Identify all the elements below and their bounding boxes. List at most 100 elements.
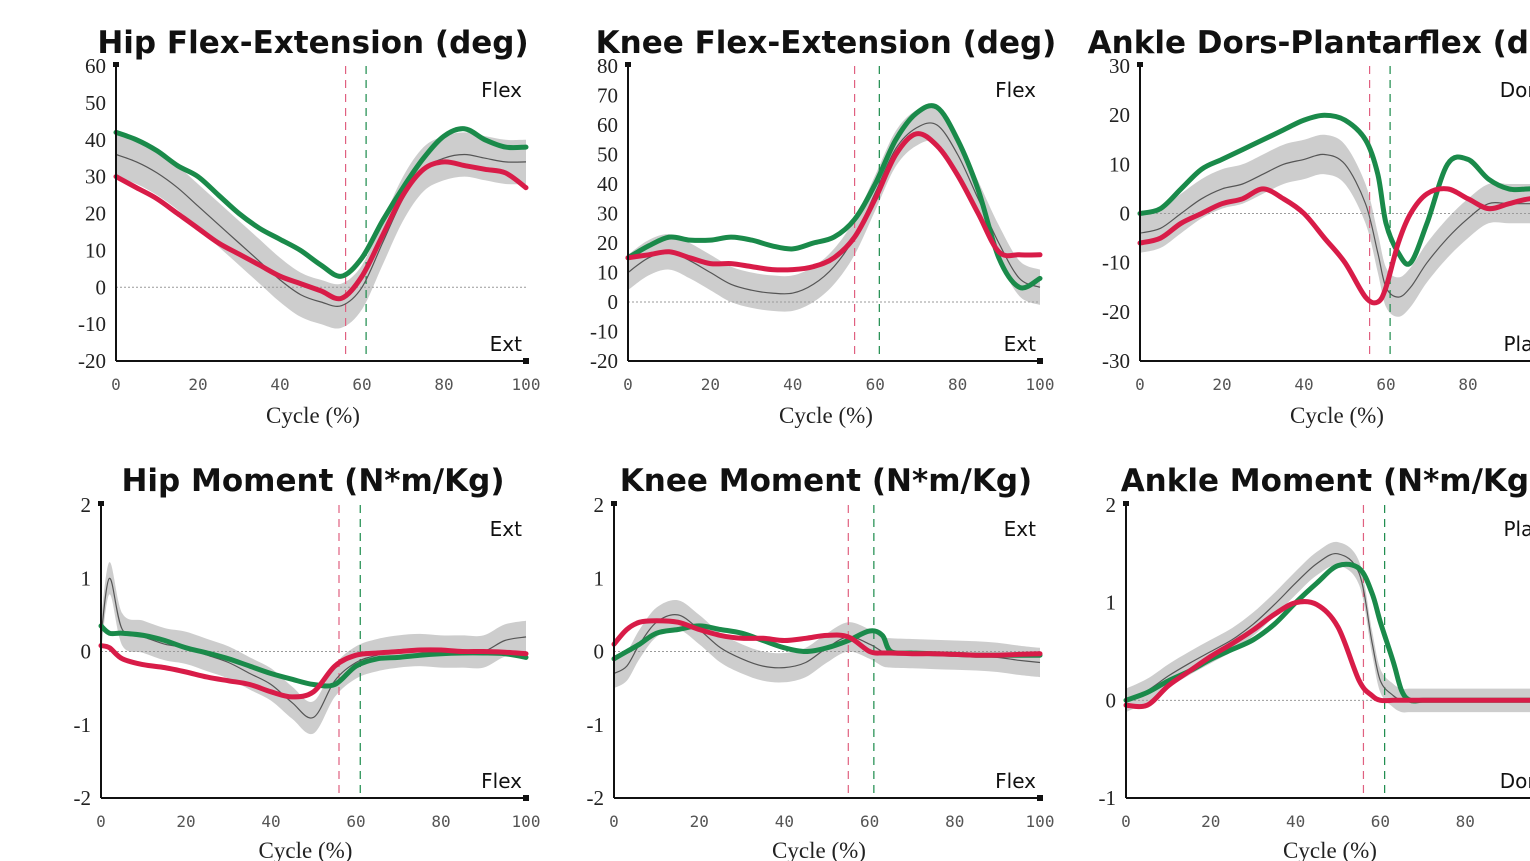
y-tick-label: 10 bbox=[597, 261, 618, 285]
y-axis-cap bbox=[1123, 501, 1129, 506]
y-tick-label: 50 bbox=[85, 91, 106, 115]
x-tick-label: 20 bbox=[1212, 375, 1231, 394]
y-axis-cap bbox=[611, 501, 617, 506]
x-tick-label: 60 bbox=[860, 812, 879, 831]
y-tick-label: -30 bbox=[1102, 349, 1130, 373]
corner-label-top: Ext bbox=[490, 517, 522, 541]
y-tick-label: 0 bbox=[594, 640, 605, 664]
corner-label-bottom: Flex bbox=[481, 769, 522, 793]
normative-mean-line bbox=[1139, 153, 1530, 298]
x-tick-label: 100 bbox=[512, 375, 541, 394]
y-axis-cap bbox=[113, 62, 119, 67]
y-tick-label: 60 bbox=[85, 54, 106, 78]
y-tick-label: 20 bbox=[1109, 103, 1130, 127]
x-tick-label: 20 bbox=[188, 375, 207, 394]
x-tick-label: 0 bbox=[609, 812, 619, 831]
y-axis-cap bbox=[625, 62, 631, 67]
x-axis-cap bbox=[1037, 358, 1043, 364]
x-tick-label: 40 bbox=[1286, 812, 1305, 831]
x-tick-label: 20 bbox=[701, 375, 720, 394]
x-tick-label: 60 bbox=[866, 375, 885, 394]
y-tick-label: 30 bbox=[1109, 54, 1130, 78]
normative-band bbox=[628, 105, 1040, 312]
y-tick-label: 30 bbox=[597, 202, 618, 226]
x-tick-label: 100 bbox=[512, 812, 541, 831]
y-tick-label: 10 bbox=[1109, 152, 1130, 176]
y-axis-cap bbox=[1137, 62, 1143, 67]
x-tick-label: 20 bbox=[1201, 812, 1220, 831]
normative-band bbox=[1126, 541, 1530, 713]
y-tick-label: 0 bbox=[96, 275, 107, 299]
x-axis-label: Cycle (%) bbox=[1283, 838, 1377, 861]
y-tick-label: 20 bbox=[85, 202, 106, 226]
y-tick-label: -1 bbox=[74, 713, 92, 737]
y-tick-label: -10 bbox=[78, 312, 106, 336]
x-tick-label: 100 bbox=[1026, 375, 1055, 394]
y-tick-label: -10 bbox=[590, 320, 618, 344]
x-tick-label: 0 bbox=[1121, 812, 1131, 831]
x-tick-label: 40 bbox=[261, 812, 280, 831]
y-tick-label: 60 bbox=[597, 113, 618, 137]
y-tick-label: 2 bbox=[81, 493, 92, 517]
y-tick-label: -20 bbox=[590, 349, 618, 373]
y-axis-cap bbox=[98, 501, 104, 506]
series-line-green bbox=[625, 103, 1043, 291]
corner-label-top: Plan bbox=[1503, 517, 1530, 541]
x-axis-label: Cycle (%) bbox=[259, 838, 353, 861]
normative-band bbox=[101, 562, 526, 735]
normative-band bbox=[1140, 134, 1530, 317]
x-axis-label: Cycle (%) bbox=[772, 838, 866, 861]
y-tick-label: -1 bbox=[587, 713, 605, 737]
x-tick-label: 0 bbox=[96, 812, 106, 831]
x-axis-cap bbox=[1037, 795, 1043, 801]
y-tick-label: -1 bbox=[1099, 786, 1117, 810]
x-tick-label: 80 bbox=[434, 375, 453, 394]
y-tick-label: 1 bbox=[594, 566, 605, 590]
y-tick-label: 2 bbox=[1106, 493, 1117, 517]
chart-panel-6: Ankle Moment (N*m/Kg)210-1020406080100Cy… bbox=[1099, 463, 1530, 861]
y-tick-label: 1 bbox=[1106, 591, 1117, 615]
normative-band bbox=[116, 132, 526, 329]
y-tick-label: 80 bbox=[597, 54, 618, 78]
series-line-green bbox=[113, 126, 529, 279]
chart-panel-2: Knee Flex-Extension (deg)807060504030201… bbox=[590, 25, 1056, 428]
normative-band bbox=[614, 599, 1040, 689]
corner-label-bottom: Dors bbox=[1500, 769, 1530, 793]
chart-title: Hip Moment (N*m/Kg) bbox=[121, 463, 504, 499]
x-tick-label: 0 bbox=[623, 375, 633, 394]
x-axis-label: Cycle (%) bbox=[266, 403, 360, 428]
series-line-red bbox=[113, 159, 529, 302]
series-line-red bbox=[625, 131, 1043, 273]
normative-mean-line bbox=[627, 122, 1041, 295]
corner-label-bottom: Flex bbox=[995, 769, 1036, 793]
series-line-red bbox=[98, 643, 529, 700]
x-tick-label: 40 bbox=[270, 375, 289, 394]
x-tick-label: 40 bbox=[1294, 375, 1313, 394]
chart-panel-1: Hip Flex-Extension (deg)6050403020100-10… bbox=[78, 25, 540, 428]
x-tick-label: 80 bbox=[431, 812, 450, 831]
x-tick-label: 40 bbox=[775, 812, 794, 831]
chart-panel-5: Knee Moment (N*m/Kg)210-1-20 20 40 60 80 100C… bbox=[587, 463, 1055, 861]
x-axis-cap bbox=[523, 358, 529, 364]
series-line-red bbox=[611, 618, 1043, 658]
y-tick-label: 0 bbox=[1120, 202, 1131, 226]
series-line-red bbox=[1123, 598, 1530, 710]
x-tick-label: 60 bbox=[352, 375, 371, 394]
y-tick-label: 0 bbox=[608, 290, 619, 314]
x-tick-label: 80 bbox=[945, 812, 964, 831]
corner-label-top: Ext bbox=[1004, 517, 1036, 541]
y-tick-label: 2 bbox=[594, 493, 605, 517]
x-tick-label: 100 bbox=[1026, 812, 1055, 831]
x-axis-label: Cycle (%) bbox=[1290, 403, 1384, 428]
chart-title: Ankle Dors-Plantarflex (deg) bbox=[1088, 25, 1530, 61]
x-tick-label: 20 bbox=[176, 812, 195, 831]
corner-label-bottom: Ext bbox=[490, 332, 522, 356]
x-axis-cap bbox=[523, 795, 529, 801]
y-tick-label: 30 bbox=[85, 165, 106, 189]
x-tick-label: 60 bbox=[346, 812, 365, 831]
corner-label-bottom: Plan bbox=[1503, 332, 1530, 356]
chart-title: Knee Flex-Extension (deg) bbox=[596, 25, 1057, 61]
y-tick-label: 20 bbox=[597, 231, 618, 255]
y-tick-label: 0 bbox=[1106, 688, 1117, 712]
